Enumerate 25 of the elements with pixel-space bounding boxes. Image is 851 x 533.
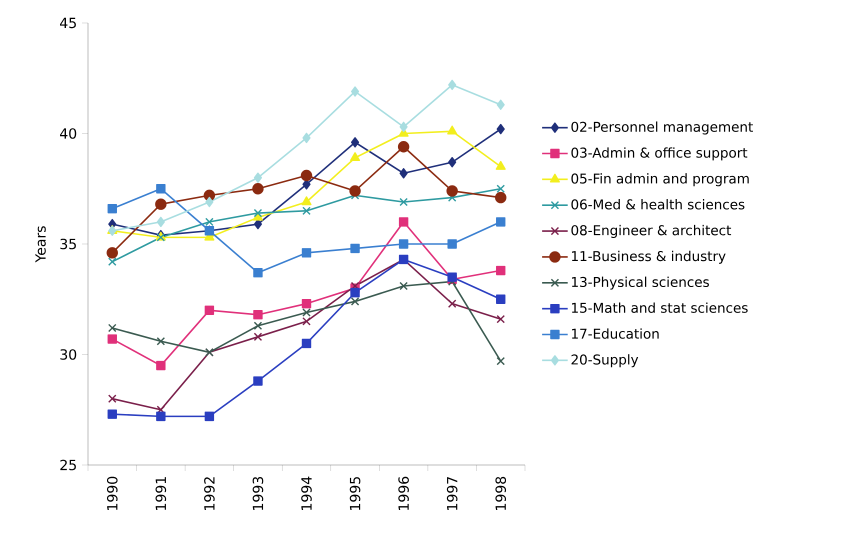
legend-label: 17-Education	[572, 328, 659, 339]
legend-label: 20-Supply	[572, 354, 638, 368]
x-tick-label: 1992	[204, 477, 215, 510]
y-tick-label: 25	[60, 460, 76, 470]
x-tick-label: 1993	[252, 476, 264, 510]
legend-label: 05-Fin admin and program	[571, 173, 749, 186]
legend-label: 08-Engineer & architect	[571, 224, 732, 238]
y-tick-label: 35	[60, 238, 76, 250]
legend-label: 13-Physical sciences	[572, 276, 709, 290]
x-tick-label: 1997	[446, 477, 458, 510]
x-tick-label: 1994	[301, 476, 312, 510]
y-tick-label: 30	[60, 349, 76, 360]
x-tick-label: 1991	[156, 477, 166, 510]
legend-label: 15-Math and stat sciences	[572, 302, 748, 313]
x-tick-label: 1990	[106, 476, 118, 510]
y-axis-title: Years	[35, 226, 46, 262]
x-tick-label: 1998	[495, 476, 506, 510]
x-tick-label: 1996	[398, 476, 409, 510]
legend-label: 11-Business & industry	[572, 250, 726, 264]
y-tick-label: 40	[60, 128, 76, 139]
legend-label: 02-Personnel management	[571, 121, 753, 135]
y-tick-label: 45	[60, 18, 76, 28]
legend-label: 03-Admin & office support	[571, 147, 748, 160]
legend-label: 06-Med & health sciences	[571, 199, 744, 210]
x-tick-label: 1995	[350, 477, 360, 510]
